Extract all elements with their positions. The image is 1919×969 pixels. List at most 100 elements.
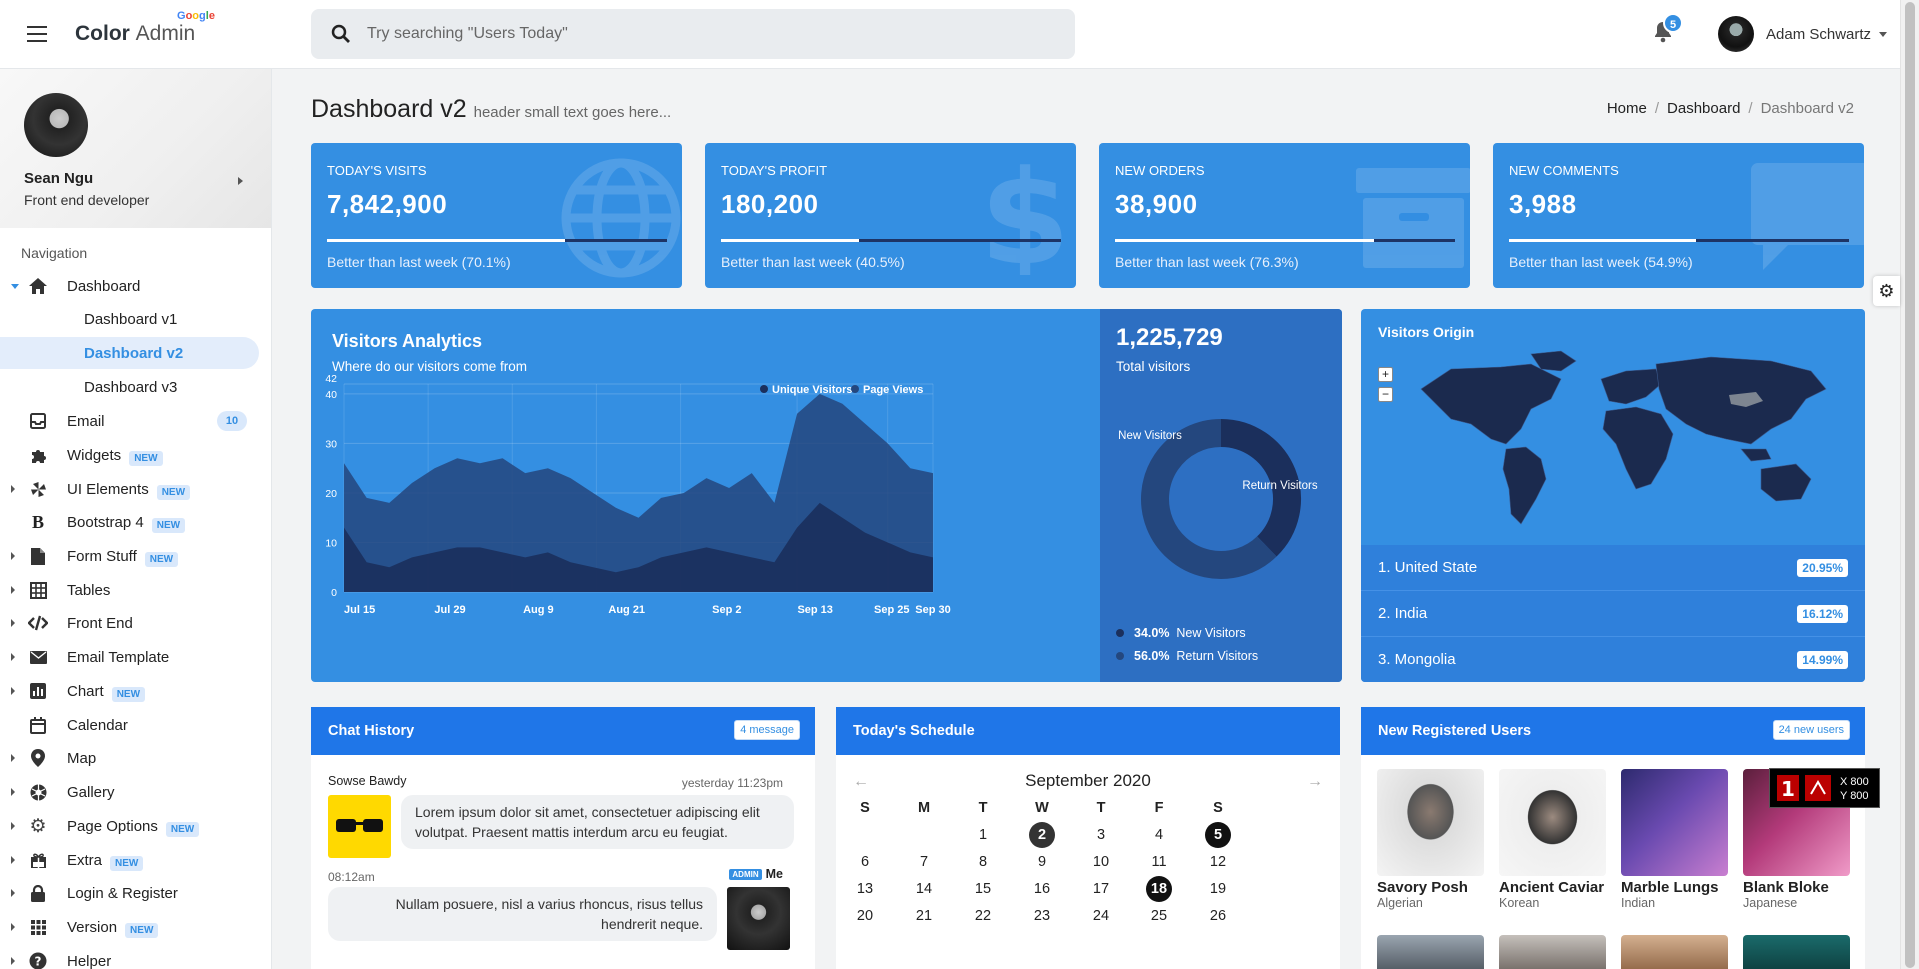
calendar-day[interactable]: 18 xyxy=(1146,876,1172,902)
calendar-day[interactable]: 26 xyxy=(1209,908,1227,924)
sidebar-subitem-dashboard-v2[interactable]: Dashboard v2 xyxy=(0,337,259,369)
prev-month-arrow-icon[interactable]: ← xyxy=(853,773,869,790)
x-tick-label: Sep 2 xyxy=(712,604,741,616)
stat-card-profit: $ TODAY'S PROFIT 180,200 Better than las… xyxy=(705,143,1076,288)
sidebar-item-bootstrap[interactable]: B Bootstrap 4 NEW xyxy=(0,506,271,538)
sidebar-item-tables[interactable]: Tables xyxy=(0,574,271,606)
calendar-day[interactable]: 4 xyxy=(1154,827,1164,843)
menu-toggle-icon[interactable] xyxy=(27,26,47,42)
user-photo xyxy=(1499,769,1606,876)
user-name: Blank Bloke xyxy=(1743,879,1829,896)
search-icon[interactable] xyxy=(331,24,351,44)
sidebar-item-label: Chart NEW xyxy=(67,683,146,702)
user-name: Marble Lungs xyxy=(1621,879,1719,896)
sidebar-item-version[interactable]: Version NEW xyxy=(0,911,271,943)
sidebar-item-widgets[interactable]: Widgets NEW xyxy=(0,439,271,471)
calendar-day[interactable]: 14 xyxy=(915,881,933,897)
sidebar-item-email[interactable]: Email 10 xyxy=(0,405,271,437)
user-menu[interactable]: Adam Schwartz xyxy=(1718,16,1888,52)
sidebar-item-form-stuff[interactable]: Form Stuff NEW xyxy=(0,540,271,572)
sidebar-item-chart[interactable]: Chart NEW xyxy=(0,675,271,707)
calendar-day[interactable]: 19 xyxy=(1209,881,1227,897)
world-map[interactable] xyxy=(1411,349,1851,549)
user-card[interactable]: Savory Posh Algerian xyxy=(1377,769,1484,910)
sidebar-item-calendar[interactable]: Calendar xyxy=(0,709,271,741)
legend-label: New Visitors xyxy=(1176,626,1246,640)
search-input[interactable] xyxy=(367,9,1047,59)
breadcrumb-dashboard[interactable]: Dashboard xyxy=(1667,100,1741,117)
map-zoom-in-button[interactable]: + xyxy=(1378,367,1393,382)
sidebar-item-gallery[interactable]: Gallery xyxy=(0,776,271,808)
sidebar-subitem-dashboard-v1[interactable]: Dashboard v1 xyxy=(0,303,271,335)
theme-settings-gear-icon[interactable]: ⚙ xyxy=(1873,276,1900,306)
schedule-panel: Today's Schedule ← September 2020 → S M T W… xyxy=(836,707,1340,969)
label-text: UI Elements xyxy=(67,480,149,498)
calendar-day[interactable]: 23 xyxy=(1033,908,1051,924)
caret-right-icon xyxy=(11,653,15,661)
scrollbar-thumb[interactable] xyxy=(1905,2,1915,968)
user-card[interactable]: Ancient Caviar Korean xyxy=(1499,769,1606,910)
legend-return-visitors: 56.0% Return Visitors xyxy=(1116,649,1258,663)
map-zoom-out-button[interactable]: − xyxy=(1378,387,1393,402)
chat-time: 08:12am xyxy=(328,870,375,884)
calendar-day[interactable]: 21 xyxy=(915,908,933,924)
calendar-day[interactable]: 22 xyxy=(974,908,992,924)
brand-logo[interactable]: Color Admin xyxy=(75,22,195,46)
donut-slice-new-visitors xyxy=(1220,419,1301,557)
sidebar-item-page-options[interactable]: ⚙ Page Options NEW xyxy=(0,810,271,842)
notification-count: 5 xyxy=(1663,13,1683,33)
stat-card-visits: TODAY'S VISITS 7,842,900 Better than las… xyxy=(311,143,682,288)
stat-progress xyxy=(1509,239,1849,242)
sidebar-item-label: Login & Register xyxy=(67,884,178,902)
calendar-day[interactable]: 2 xyxy=(1029,822,1055,848)
calendar-day[interactable]: 1 xyxy=(978,827,988,843)
new-users-panel: New Registered Users 24 new users Savory … xyxy=(1361,707,1865,969)
calendar-day[interactable]: 11 xyxy=(1151,854,1167,870)
calendar-day[interactable]: 6 xyxy=(860,854,870,870)
sidebar-subitem-dashboard-v3[interactable]: Dashboard v3 xyxy=(0,371,271,403)
calendar-day[interactable]: 7 xyxy=(919,854,929,870)
origin-row: 2. India 16.12% xyxy=(1361,591,1865,637)
stat-title: TODAY'S VISITS xyxy=(327,163,427,178)
calendar-day[interactable]: 8 xyxy=(978,854,988,870)
calendar-day[interactable]: 13 xyxy=(856,881,874,897)
calendar-day[interactable]: 16 xyxy=(1033,881,1051,897)
sidebar-item-label: Dashboard v3 xyxy=(84,378,178,396)
notifications-bell[interactable]: 5 xyxy=(1654,13,1683,48)
sidebar-item-email-template[interactable]: Email Template xyxy=(0,641,271,673)
sidebar-item-dashboard[interactable]: Dashboard xyxy=(0,270,271,302)
stat-progress-fill xyxy=(1509,239,1696,242)
panel-subtitle: Where do our visitors come from xyxy=(332,359,528,374)
breadcrumb-home[interactable]: Home xyxy=(1606,100,1647,117)
calendar-day[interactable]: 3 xyxy=(1096,827,1106,843)
calendar-day[interactable]: 20 xyxy=(856,908,874,924)
sidebar-item-helper[interactable]: ? Helper xyxy=(0,945,271,969)
calendar-day[interactable]: 25 xyxy=(1150,908,1168,924)
caret-right-icon xyxy=(11,586,15,594)
user-card[interactable]: Marble Lungs Indian xyxy=(1621,769,1728,910)
sidebar-item-ui-elements[interactable]: UI Elements NEW xyxy=(0,473,271,505)
australia-shape xyxy=(1760,463,1812,502)
calendar-day[interactable]: 12 xyxy=(1209,854,1227,870)
overlay-x: X 800 xyxy=(1840,776,1869,788)
page-scrollbar[interactable] xyxy=(1900,0,1919,969)
sidebar-item-extra[interactable]: Extra NEW xyxy=(0,844,271,876)
sidebar-item-login-register[interactable]: Login & Register xyxy=(0,877,271,909)
calendar-day[interactable]: 5 xyxy=(1205,822,1231,848)
caret-right-icon xyxy=(11,923,15,931)
camera-aperture-icon xyxy=(28,782,48,802)
sidebar-profile[interactable]: Sean Ngu Front end developer xyxy=(0,69,271,228)
calendar-day[interactable]: 9 xyxy=(1037,854,1047,870)
sidebar-item-label: Email xyxy=(67,412,105,430)
message-count-label: 4 message xyxy=(734,720,800,740)
calendar-day[interactable]: 15 xyxy=(974,881,992,897)
calendar-day[interactable]: 24 xyxy=(1092,908,1110,924)
user-photo xyxy=(1621,935,1728,969)
sidebar-item-label: Dashboard xyxy=(67,277,141,295)
calendar-day[interactable]: 10 xyxy=(1092,854,1110,870)
sidebar-item-front-end[interactable]: Front End xyxy=(0,607,271,639)
sidebar-item-map[interactable]: Map xyxy=(0,742,271,774)
top-header: Color Admin Google 5 Adam Schwartz xyxy=(0,0,1900,69)
calendar-day[interactable]: 17 xyxy=(1092,881,1110,897)
next-month-arrow-icon[interactable]: → xyxy=(1307,773,1323,790)
